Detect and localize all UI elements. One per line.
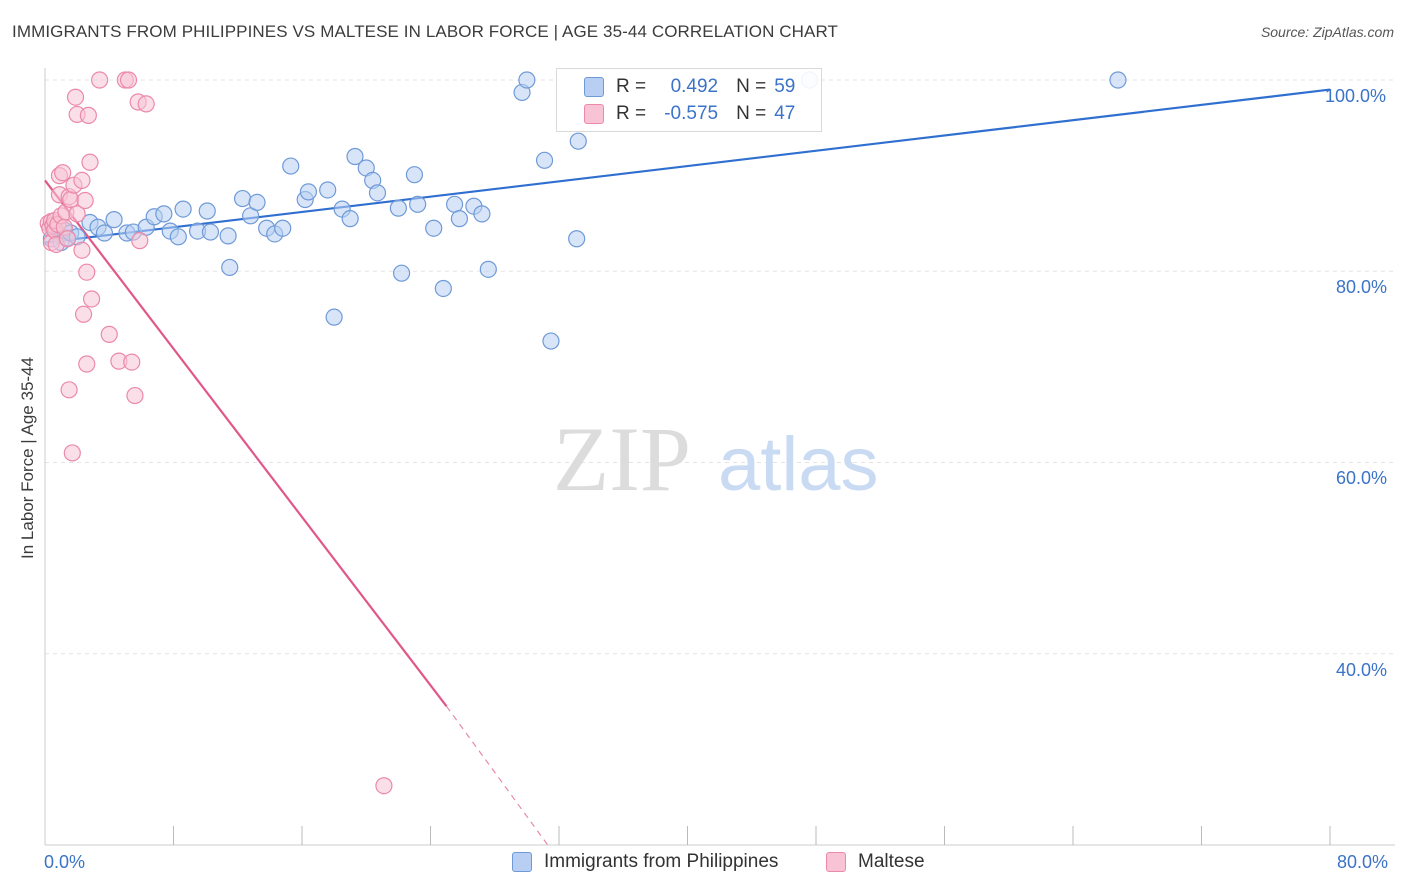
- point-maltese: [79, 106, 97, 124]
- x-tick-label-max: 80.0%: [1337, 852, 1389, 872]
- bottom-legend-maltese: Maltese: [826, 851, 925, 873]
- point-maltese: [137, 95, 155, 113]
- trend-line-maltese: [44, 179, 448, 708]
- trend-lines: [44, 88, 1331, 846]
- point-maltese: [76, 191, 94, 210]
- point-maltese: [63, 444, 81, 462]
- point-philippines: [392, 264, 411, 282]
- watermark-zip: ZIP: [553, 408, 691, 510]
- legend-row-philippines: R = 0.492 N = 59: [557, 73, 795, 101]
- point-philippines: [341, 210, 359, 228]
- watermark-atlas: atlas: [718, 422, 879, 507]
- point-maltese: [131, 232, 149, 250]
- point-philippines: [282, 157, 300, 175]
- point-philippines: [155, 205, 173, 223]
- point-maltese: [119, 71, 138, 89]
- point-maltese: [78, 355, 96, 373]
- axes: [44, 68, 1395, 846]
- point-philippines: [174, 200, 192, 218]
- point-philippines: [169, 228, 187, 246]
- bottom-legend-philippines: Immigrants from Philippines: [512, 851, 778, 873]
- legend-swatch-blue: [584, 77, 604, 97]
- point-maltese: [375, 777, 393, 795]
- legend-n-label: N =: [736, 76, 767, 97]
- y-tick-label-80: 80.0%: [1336, 277, 1388, 297]
- y-tick-label-40: 40.0%: [1336, 660, 1388, 680]
- point-maltese: [60, 381, 78, 399]
- point-philippines: [445, 195, 464, 213]
- legend-r-label: R =: [616, 103, 647, 124]
- point-philippines: [346, 147, 364, 166]
- point-philippines: [221, 258, 239, 277]
- point-philippines: [434, 279, 452, 298]
- legend-n-label: N =: [736, 103, 767, 124]
- point-philippines: [233, 189, 252, 208]
- legend-r-value: -0.575: [664, 103, 719, 124]
- point-philippines: [368, 184, 387, 202]
- bottom-legend-swatch-pink: [826, 852, 846, 872]
- trend-line-maltese-extension: [446, 705, 549, 846]
- point-maltese: [58, 230, 77, 248]
- y-axis-label: In Labor Force | Age 35-44: [18, 357, 37, 559]
- gridlines: [45, 79, 1395, 655]
- bottom-legend-swatch-blue: [512, 852, 532, 872]
- legend-r-label: R =: [616, 76, 647, 97]
- point-maltese: [73, 241, 91, 259]
- point-philippines: [198, 202, 216, 220]
- point-philippines: [248, 193, 266, 211]
- point-philippines: [389, 199, 407, 217]
- point-philippines: [535, 151, 554, 169]
- point-philippines: [425, 219, 443, 237]
- bottom-legend-label: Immigrants from Philippines: [544, 851, 779, 872]
- point-philippines: [299, 183, 318, 201]
- point-philippines: [568, 230, 586, 248]
- data-points: [39, 71, 1127, 795]
- point-maltese: [91, 71, 109, 89]
- point-maltese: [66, 88, 85, 106]
- point-philippines: [95, 224, 114, 242]
- point-maltese: [82, 290, 101, 308]
- point-philippines: [319, 181, 337, 199]
- point-maltese: [100, 325, 118, 343]
- source-label: Source: ZipAtlas.com: [1260, 24, 1394, 40]
- legend-n-value: 59: [774, 76, 796, 97]
- x-tick-label-min: 0.0%: [44, 852, 86, 872]
- legend-row-maltese: R = -0.575 N = 47: [557, 100, 795, 128]
- point-philippines: [325, 308, 343, 326]
- legend-r-value: 0.492: [670, 76, 719, 97]
- point-maltese: [54, 164, 72, 182]
- trend-line-philippines: [44, 88, 1331, 244]
- point-philippines: [409, 195, 427, 213]
- point-philippines: [479, 260, 497, 278]
- point-maltese: [78, 263, 96, 281]
- bottom-legend-label: Maltese: [858, 851, 925, 872]
- point-maltese: [68, 205, 86, 223]
- watermark: ZIP atlas: [553, 408, 879, 510]
- y-tick-label-100: 100.0%: [1325, 86, 1387, 106]
- point-maltese: [123, 353, 141, 371]
- y-tick-label-60: 60.0%: [1336, 468, 1388, 488]
- point-philippines: [219, 227, 237, 245]
- point-philippines: [518, 71, 536, 89]
- legend-n-value: 47: [774, 103, 796, 124]
- point-philippines: [542, 332, 560, 350]
- point-philippines: [201, 223, 220, 241]
- point-maltese: [73, 171, 91, 190]
- point-philippines: [105, 211, 123, 229]
- chart-title: IMMIGRANTS FROM PHILIPPINES VS MALTESE I…: [12, 22, 839, 41]
- point-philippines: [274, 219, 292, 237]
- point-philippines: [450, 210, 469, 228]
- point-philippines: [405, 166, 424, 184]
- point-maltese: [62, 190, 80, 209]
- point-maltese: [81, 153, 99, 171]
- correlation-legend: R = 0.492 N = 59 R = -0.575 N = 47: [556, 68, 822, 132]
- point-philippines: [569, 132, 587, 150]
- point-philippines: [1109, 71, 1127, 89]
- point-maltese: [126, 386, 144, 405]
- point-maltese: [74, 305, 93, 323]
- legend-swatch-pink: [584, 104, 604, 124]
- point-philippines: [473, 205, 491, 223]
